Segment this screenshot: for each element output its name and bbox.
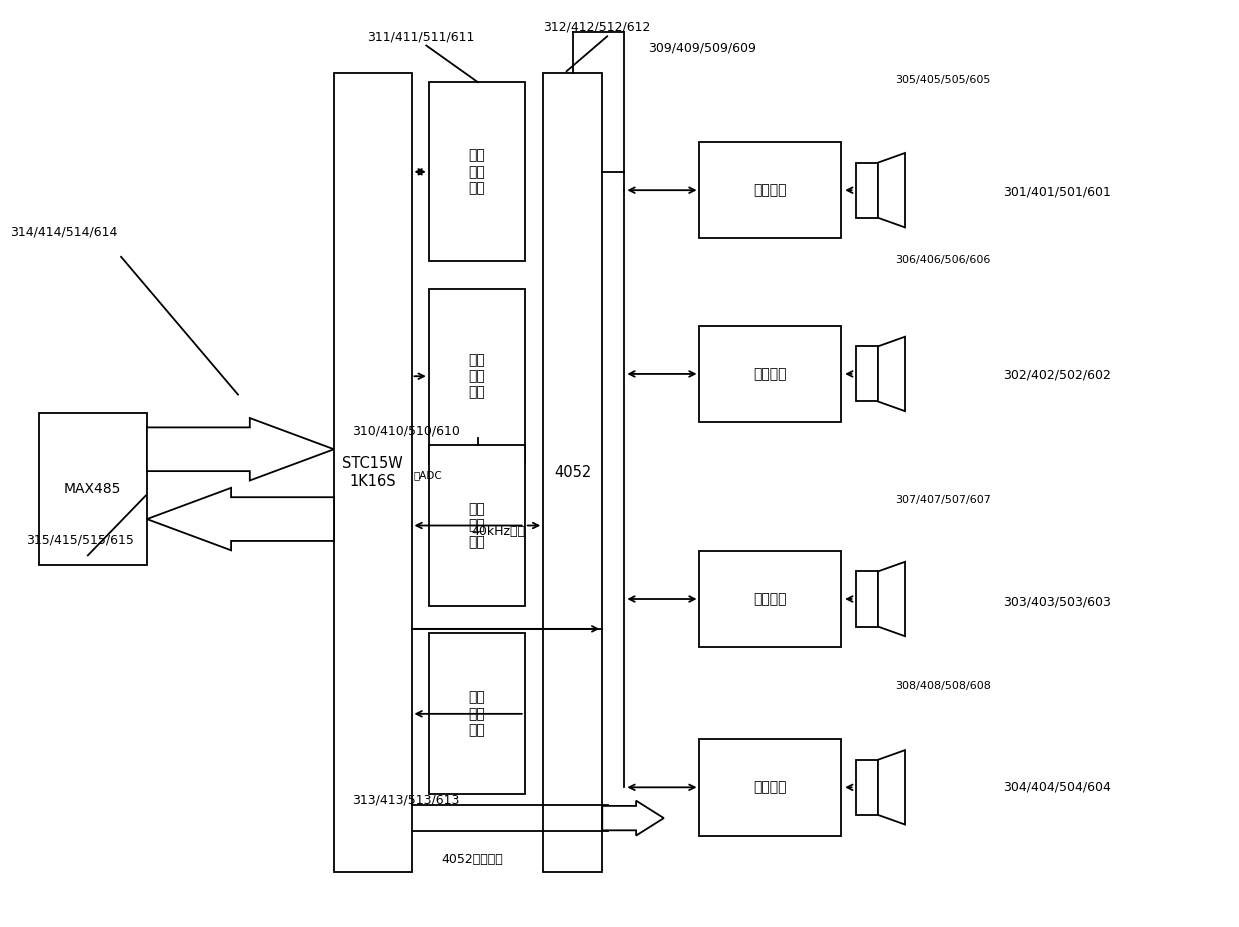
Text: 313/413/513/613: 313/413/513/613 xyxy=(352,794,460,806)
Text: 40kHz脉冲: 40kHz脉冲 xyxy=(472,525,525,538)
Text: 302/402/502/602: 302/402/502/602 xyxy=(1004,369,1111,382)
Text: 4052通道选择: 4052通道选择 xyxy=(441,853,503,866)
Polygon shape xyxy=(147,488,335,551)
Text: 放大
滤波
电路: 放大 滤波 电路 xyxy=(468,502,486,549)
Bar xyxy=(429,445,525,606)
Text: STC15W
1K16S: STC15W 1K16S xyxy=(342,456,403,489)
Bar xyxy=(856,347,878,401)
Text: 收发电路: 收发电路 xyxy=(753,781,787,794)
Text: 304/404/504/604: 304/404/504/604 xyxy=(1004,781,1111,794)
Polygon shape xyxy=(602,801,664,835)
Text: 4052: 4052 xyxy=(554,465,591,480)
Polygon shape xyxy=(878,153,904,227)
Text: 电源
电路
模块: 电源 电路 模块 xyxy=(468,691,486,737)
Bar xyxy=(38,413,147,565)
Bar xyxy=(700,325,841,422)
Bar xyxy=(856,760,878,815)
Text: 301/401/501/601: 301/401/501/601 xyxy=(1004,186,1111,199)
Bar xyxy=(856,571,878,627)
Polygon shape xyxy=(878,337,904,412)
Text: 309/409/509/609: 309/409/509/609 xyxy=(648,42,756,55)
Bar xyxy=(700,142,841,238)
Text: MAX485: MAX485 xyxy=(64,482,121,496)
Text: 312/412/512/612: 312/412/512/612 xyxy=(543,20,650,33)
Text: 进ADC: 进ADC xyxy=(414,470,442,480)
Bar xyxy=(429,83,525,261)
Text: 308/408/508/608: 308/408/508/608 xyxy=(895,681,991,692)
Bar xyxy=(429,633,525,794)
Text: 315/415/515/615: 315/415/515/615 xyxy=(26,533,134,546)
Polygon shape xyxy=(878,750,904,824)
Polygon shape xyxy=(147,418,335,480)
Text: 305/405/505/605: 305/405/505/605 xyxy=(895,75,990,85)
Bar xyxy=(856,162,878,218)
Text: 收发电路: 收发电路 xyxy=(753,367,787,381)
Bar xyxy=(335,73,411,872)
Text: 收发电路: 收发电路 xyxy=(753,184,787,197)
Text: 314/414/514/614: 314/414/514/614 xyxy=(10,225,118,238)
Text: 306/406/506/606: 306/406/506/606 xyxy=(895,255,990,265)
Text: 温度
补偿
模块: 温度 补偿 模块 xyxy=(468,148,486,195)
Bar xyxy=(700,551,841,647)
Polygon shape xyxy=(878,562,904,636)
Text: 307/407/507/607: 307/407/507/607 xyxy=(895,495,991,505)
Bar xyxy=(429,289,525,464)
Text: 311/411/511/611: 311/411/511/611 xyxy=(367,31,475,44)
Bar xyxy=(700,739,841,835)
Bar xyxy=(543,73,602,872)
Text: 303/403/503/603: 303/403/503/603 xyxy=(1004,596,1111,609)
Text: 液晶
显示
模块: 液晶 显示 模块 xyxy=(468,353,486,400)
Text: 收发电路: 收发电路 xyxy=(753,592,787,606)
Text: 310/410/510/610: 310/410/510/610 xyxy=(352,425,461,438)
